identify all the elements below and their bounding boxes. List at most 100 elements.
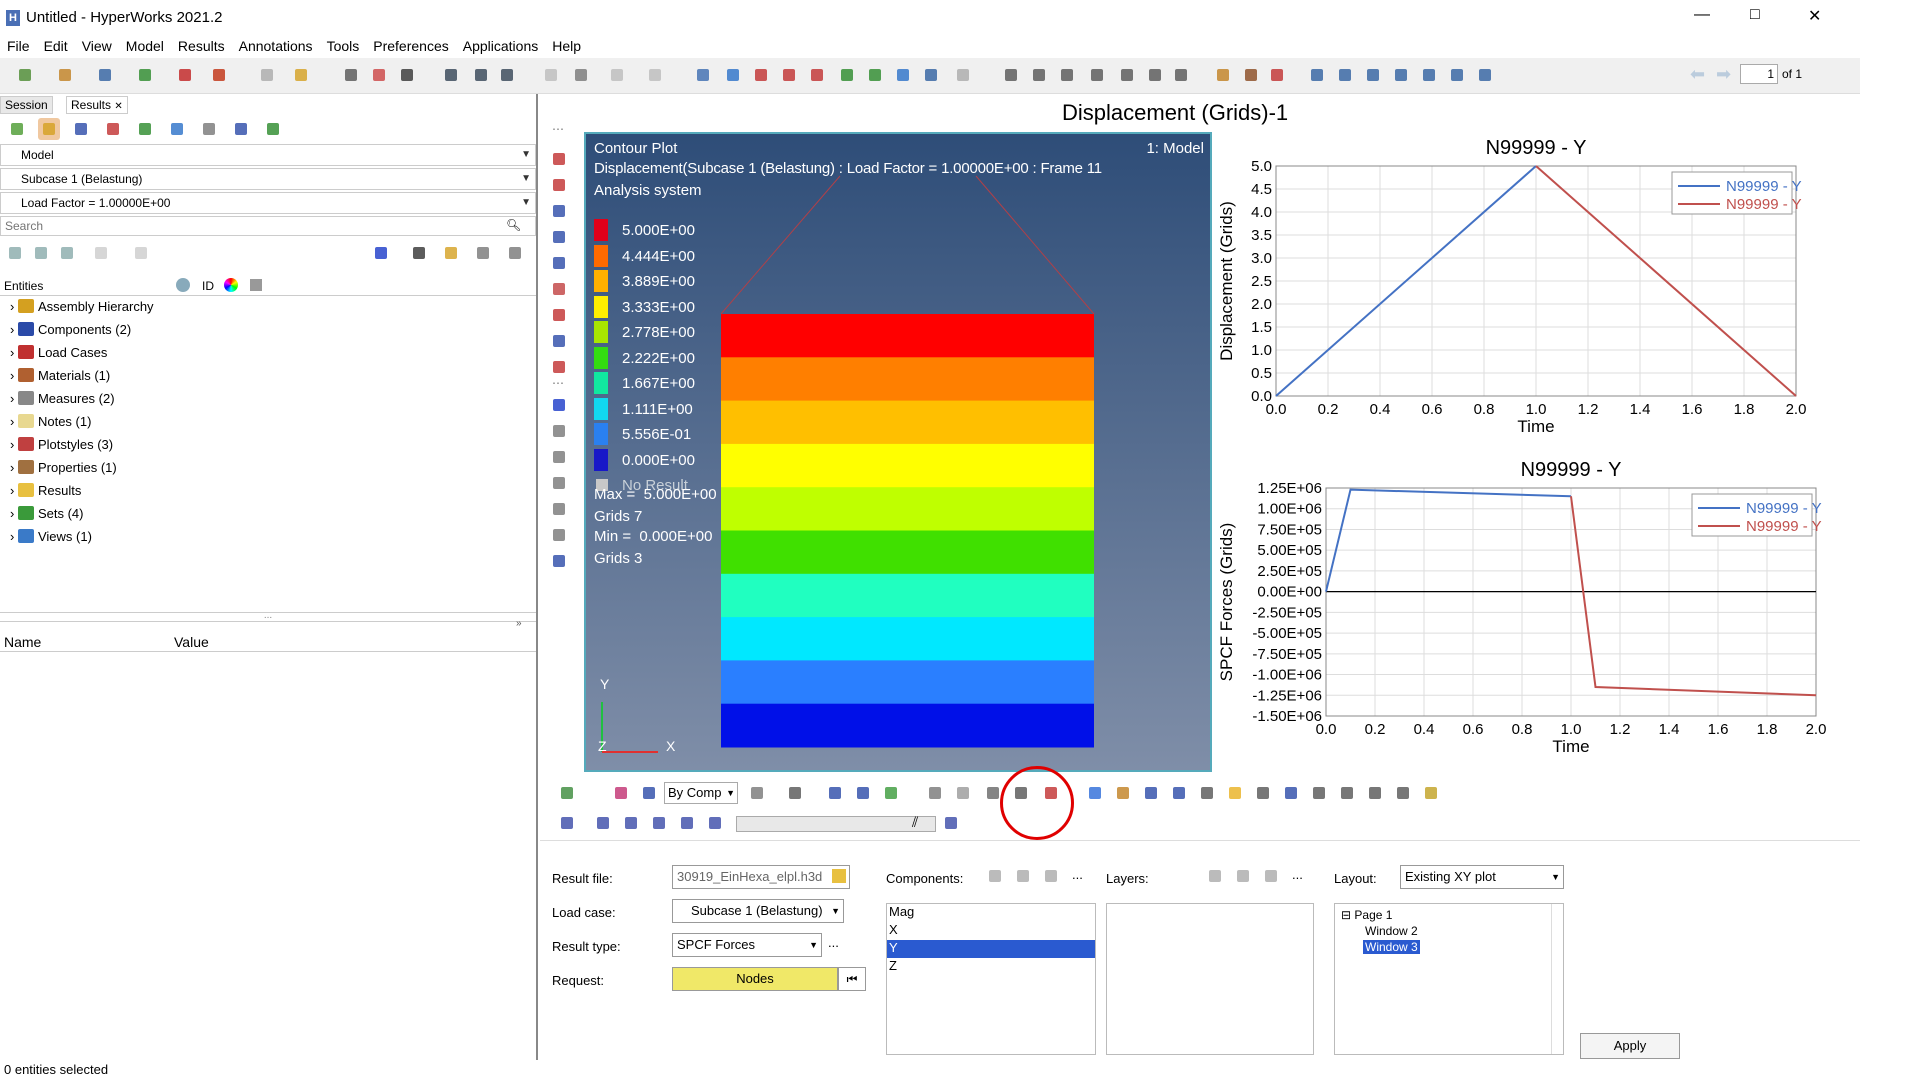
page-delete-icon[interactable]	[368, 64, 390, 86]
bar-icon[interactable]	[1112, 782, 1134, 804]
import-icon[interactable]	[134, 64, 156, 86]
entity-icon-1[interactable]	[4, 242, 26, 264]
tree-window-3[interactable]: Window 3	[1363, 940, 1420, 954]
layout-7-icon[interactable]	[1474, 64, 1496, 86]
open-folder-icon[interactable]	[290, 64, 312, 86]
plot-icon[interactable]	[1266, 64, 1288, 86]
result-icon-1[interactable]	[6, 118, 28, 140]
copy-icon[interactable]	[570, 64, 592, 86]
probe-icon[interactable]	[1364, 782, 1386, 804]
tree-properties[interactable]: › Properties (1)	[10, 457, 117, 479]
layout-2-icon[interactable]	[1334, 64, 1356, 86]
deformed-icon[interactable]	[548, 174, 570, 196]
hide-icon[interactable]	[548, 420, 570, 442]
iso-icon[interactable]	[548, 252, 570, 274]
layout-3-icon[interactable]	[1362, 64, 1384, 86]
collapse-icon[interactable]: »	[516, 618, 522, 629]
reverse-icon[interactable]	[548, 524, 570, 546]
first-frame-icon[interactable]	[592, 812, 614, 834]
layout-5-icon[interactable]	[1418, 64, 1440, 86]
select-all-icon[interactable]	[984, 865, 1006, 887]
menu-annotations[interactable]: Annotations	[238, 38, 313, 54]
result-icon-5[interactable]	[134, 118, 156, 140]
slider-handle[interactable]: ⫽	[912, 814, 919, 830]
shaded-icon[interactable]	[746, 782, 768, 804]
result-type-dropdown[interactable]: SPCF Forces ▼	[672, 933, 822, 957]
result-icon-2[interactable]	[38, 118, 60, 140]
wireframe-icon[interactable]	[784, 782, 806, 804]
component-z[interactable]: Z	[889, 958, 897, 973]
redo-icon[interactable]	[130, 242, 152, 264]
component-y[interactable]: Y	[887, 940, 1095, 958]
axis-iso3-icon[interactable]	[892, 64, 914, 86]
result-icon-4[interactable]	[102, 118, 124, 140]
next-page-icon[interactable]: ➡	[1716, 64, 1732, 84]
displacement-chart[interactable]: N99999 - Y 0.0 0.5 1.0 1.5 2.0 2.5 3.0 3.5 4.0 4.5…	[1216, 128, 1836, 448]
query-icon[interactable]	[548, 330, 570, 352]
layers-select-all-icon[interactable]	[1204, 865, 1226, 887]
previous-frame-icon[interactable]	[620, 812, 642, 834]
export-ppt-icon[interactable]	[208, 64, 230, 86]
edit-icon[interactable]	[924, 782, 946, 804]
move-horizontal-icon[interactable]	[1116, 64, 1138, 86]
move-vertical-icon[interactable]	[1144, 64, 1166, 86]
folder-icon[interactable]	[832, 869, 846, 883]
funnel-icon[interactable]	[1308, 782, 1330, 804]
series-line[interactable]	[1570, 496, 1817, 697]
previous-page-icon[interactable]: ⬅	[1690, 64, 1706, 84]
page-number-input[interactable]: 1	[1740, 64, 1778, 84]
move-icon[interactable]	[1392, 782, 1414, 804]
cut-icon[interactable]	[540, 64, 562, 86]
maximize-button[interactable]: □	[1750, 6, 1760, 23]
undo-icon[interactable]	[90, 242, 112, 264]
tree-notes[interactable]: › Notes (1)	[10, 411, 91, 433]
center-icon[interactable]	[1056, 64, 1078, 86]
section-cut-icon[interactable]	[1140, 782, 1162, 804]
tree-plotstyles[interactable]: › Plotstyles (3)	[10, 434, 113, 456]
hotspot-icon[interactable]	[1224, 782, 1246, 804]
mirror-icon[interactable]	[852, 782, 874, 804]
show-icon[interactable]	[548, 446, 570, 468]
components-more[interactable]: ...	[1072, 867, 1083, 882]
series-line[interactable]	[1325, 488, 1572, 592]
layers-select-none-icon[interactable]	[1232, 865, 1254, 887]
sync-page-icon[interactable]	[440, 64, 462, 86]
menu-view[interactable]: View	[81, 38, 112, 54]
streamline-icon[interactable]	[1196, 782, 1218, 804]
load-case-dropdown[interactable]: Subcase 1 (Belastung) ▼	[672, 899, 844, 923]
back-arrow-icon[interactable]	[722, 64, 744, 86]
subcase-dropdown[interactable]: Subcase 1 (Belastung) ▼	[0, 168, 536, 190]
open-result-icon[interactable]	[54, 64, 76, 86]
contour-bar-icon[interactable]	[1084, 782, 1106, 804]
component-icon[interactable]	[638, 782, 660, 804]
reverse-select-icon[interactable]	[1040, 865, 1062, 887]
menu-applications[interactable]: Applications	[462, 38, 539, 54]
zoom-window-icon[interactable]	[1028, 64, 1050, 86]
info-icon[interactable]	[176, 278, 190, 292]
axis-xy-icon[interactable]	[750, 64, 772, 86]
layers-more[interactable]: ...	[1292, 867, 1303, 882]
close-tab-icon[interactable]: ✕	[114, 101, 123, 112]
view-flag-icon[interactable]	[920, 64, 942, 86]
request-button[interactable]: Nodes	[672, 967, 838, 991]
page-icon[interactable]	[1212, 64, 1234, 86]
model-dropdown[interactable]: Model ▼	[0, 144, 536, 166]
axis-yz-icon[interactable]	[806, 64, 828, 86]
export-icon[interactable]	[174, 64, 196, 86]
tracking-icon[interactable]	[548, 356, 570, 378]
open-model-icon[interactable]	[14, 64, 36, 86]
window-icon[interactable]	[470, 64, 492, 86]
id-column[interactable]: ID	[202, 279, 214, 293]
show-hide-icon[interactable]	[472, 242, 494, 264]
tree-scrollbar[interactable]	[1551, 904, 1563, 1054]
select-icon[interactable]	[370, 242, 392, 264]
model-info-icon[interactable]	[556, 782, 578, 804]
entity-icon-3[interactable]	[56, 242, 78, 264]
box-column-icon[interactable]	[250, 279, 262, 291]
tree-sets[interactable]: › Sets (4)	[10, 503, 83, 525]
next-frame-icon[interactable]	[676, 812, 698, 834]
spcf-forces-chart[interactable]: N99999 - Y 1.25E+06 1.00E+06 7.50E+05 5.00E+…	[1216, 448, 1836, 770]
capture-icon[interactable]	[496, 64, 518, 86]
table-icon[interactable]	[1336, 782, 1358, 804]
visibility-icon[interactable]	[504, 242, 526, 264]
